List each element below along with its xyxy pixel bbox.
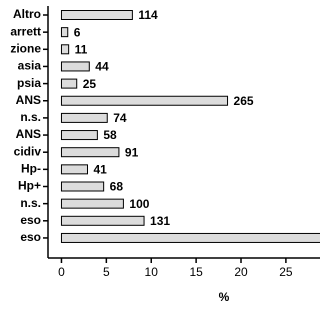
- y-tick-label: ANS: [16, 127, 41, 141]
- x-tick-label: 5: [103, 265, 110, 279]
- y-tick-label: Altro: [13, 7, 41, 21]
- value-label: 100: [129, 197, 149, 211]
- x-tick-label: 20: [234, 265, 248, 279]
- value-label: 68: [110, 180, 124, 194]
- y-tick-label: asia: [18, 59, 42, 73]
- value-label: 131: [150, 214, 170, 228]
- bar: [60, 61, 90, 72]
- value-label: 74: [113, 111, 127, 125]
- x-tick-label: 25: [279, 265, 293, 279]
- bar: [60, 10, 133, 20]
- y-tick-label: ANS: [16, 93, 41, 107]
- value-label: 91: [125, 145, 139, 159]
- y-tick-label: Hp-: [21, 162, 41, 176]
- x-axis-label: %: [219, 290, 230, 304]
- value-label: 6: [74, 25, 81, 39]
- y-tick-label: n.s.: [20, 196, 41, 210]
- bar: [60, 164, 88, 175]
- value-label: 265: [234, 94, 254, 108]
- bar: [60, 44, 70, 55]
- value-label: 44: [95, 60, 109, 74]
- bar: [60, 78, 78, 89]
- value-label: 41: [93, 163, 107, 177]
- value-label: 25: [83, 77, 97, 91]
- y-tick-label: n.s.: [20, 110, 41, 124]
- y-tick-label: eso: [20, 230, 41, 244]
- x-tick-label: 0: [58, 265, 65, 279]
- x-tick-label: 15: [189, 265, 203, 279]
- bar: [60, 27, 69, 38]
- bar: [60, 112, 108, 123]
- bar: [60, 198, 124, 209]
- y-tick-label: zione: [10, 41, 41, 55]
- y-tick-label: Hp+: [18, 179, 41, 193]
- y-tick-label: cidiv: [14, 144, 42, 158]
- y-tick-label: psia: [17, 76, 41, 90]
- bar: [60, 95, 229, 106]
- bar: [60, 215, 145, 226]
- y-tick-label: eso: [20, 213, 41, 227]
- y-tick-label: arrett: [10, 24, 41, 38]
- x-tick-label: 10: [145, 265, 159, 279]
- value-label: 114: [138, 8, 158, 22]
- bar: [60, 181, 105, 192]
- bar: [60, 232, 320, 243]
- bar: [60, 147, 120, 158]
- value-label: 11: [75, 42, 88, 56]
- bar: [60, 130, 98, 141]
- value-label: 58: [103, 128, 117, 142]
